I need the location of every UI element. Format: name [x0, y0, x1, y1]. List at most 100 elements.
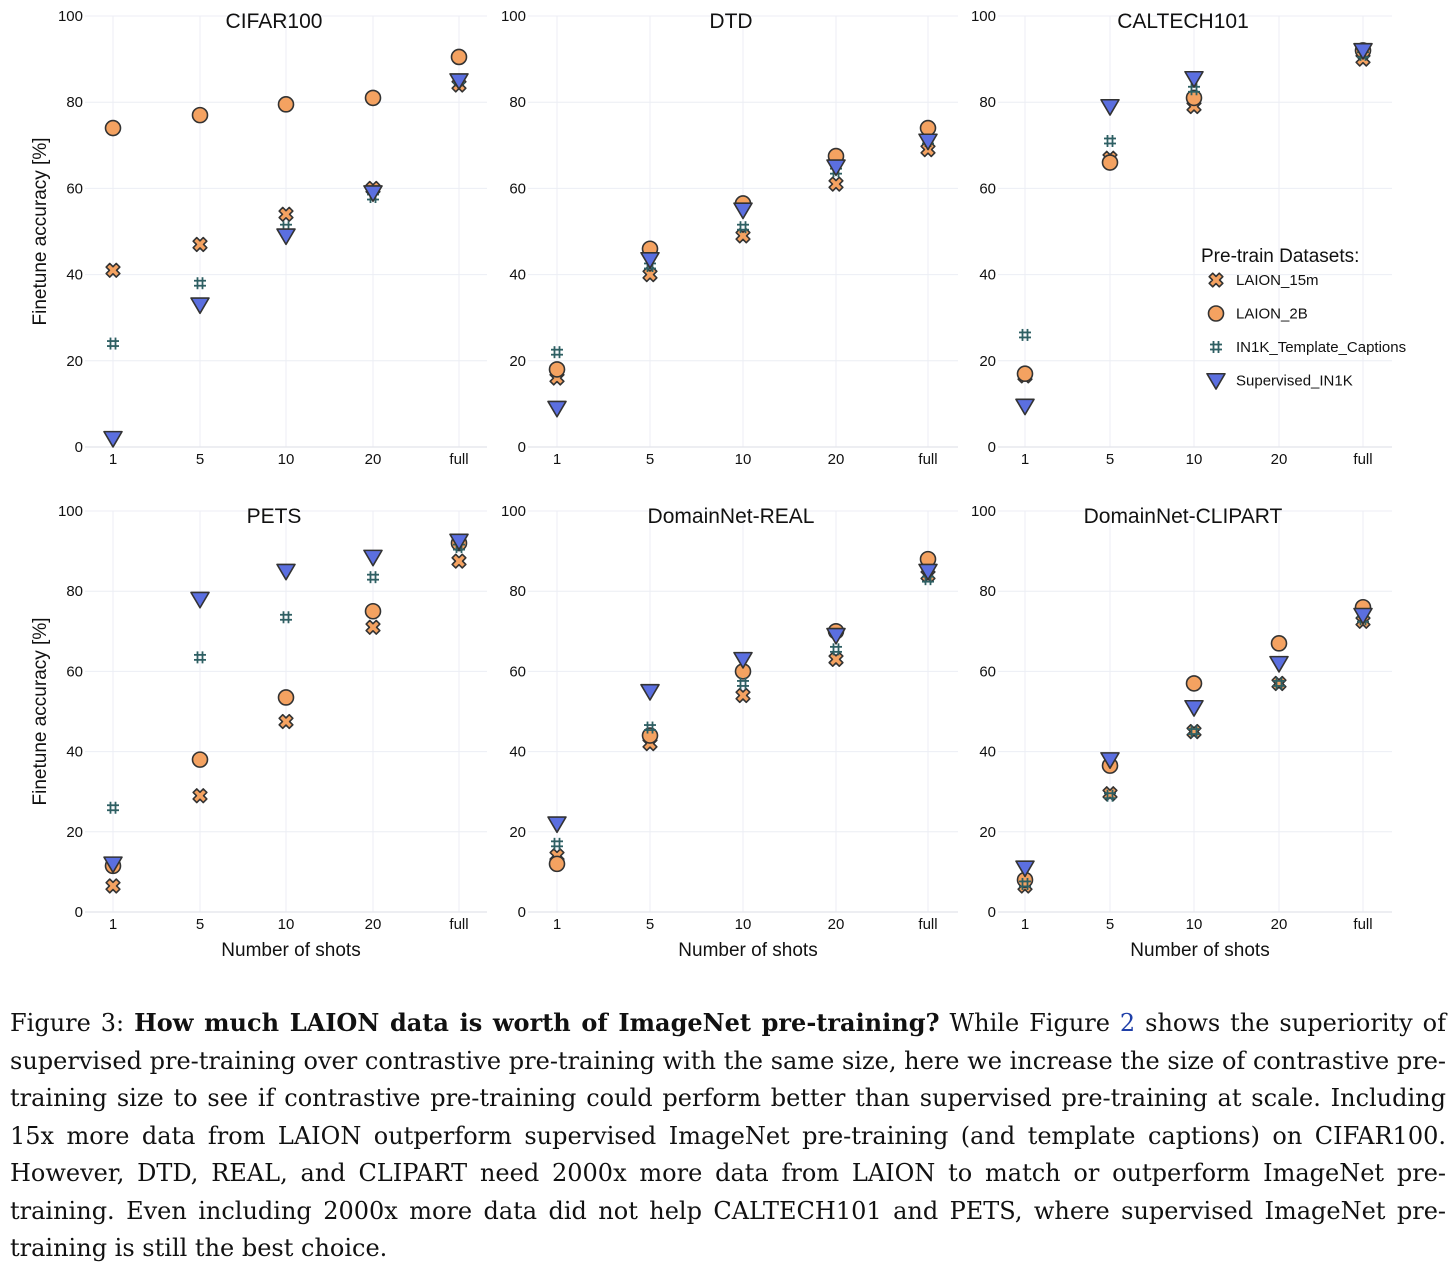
point-in1k-template-captions [551, 837, 563, 850]
x-tick-label: 10 [1186, 451, 1203, 468]
point-supervised-in1k [363, 185, 383, 203]
point-laion-2b [277, 689, 295, 706]
x-tick-label: 10 [735, 916, 752, 933]
point-laion-15m [192, 788, 208, 804]
point-laion-15m [828, 651, 844, 667]
x-tick-label: 20 [1271, 451, 1288, 468]
point-supervised-in1k [190, 297, 210, 315]
y-tick-label: 40 [979, 267, 996, 284]
panel-domainnet-real: 0 20 40 60 80 100 1 5 10 20 full DomainNet-REAL Numb… [501, 503, 958, 961]
legend-marker-laion-2b [1207, 305, 1225, 322]
legend-entry: LAION_2B [1207, 305, 1308, 323]
point-in1k-template-captions [194, 651, 206, 664]
panel-pets: 0 20 40 60 80 100 1 5 10 20 full PETS Finetune accur… [30, 503, 487, 961]
point-supervised-in1k [1353, 607, 1373, 625]
point-supervised-in1k [640, 251, 660, 269]
x-tick-label: 1 [553, 451, 561, 468]
point-in1k-template-captions [1104, 789, 1116, 802]
point-laion-2b [364, 602, 382, 620]
point-supervised-in1k [190, 591, 210, 609]
y-tick-label: 100 [971, 503, 996, 520]
x-tick-label: full [449, 451, 468, 468]
point-laion-2b [919, 119, 937, 137]
x-tick-label: 1 [1021, 451, 1029, 468]
panel-title: DomainNet-REAL [648, 505, 815, 528]
x-tick-label: 1 [109, 451, 117, 468]
point-laion-15m [735, 687, 751, 704]
legend-entry: Supervised_IN1K [1206, 372, 1353, 390]
point-laion-2b [548, 855, 566, 873]
caption-text-b: shows the superiority of supervised pre-… [10, 1009, 1447, 1262]
point-in1k-template-captions [1188, 725, 1200, 738]
point-supervised-in1k [449, 73, 469, 90]
point-laion-15m [1271, 675, 1287, 692]
point-supervised-in1k [918, 133, 938, 151]
x-tick-label: 1 [109, 916, 117, 933]
y-tick-label: 0 [988, 904, 996, 921]
legend-title: Pre-train Datasets: [1201, 246, 1359, 267]
y-tick-label: 100 [501, 8, 526, 25]
point-laion-15m [278, 713, 294, 730]
y-tick-label: 40 [979, 744, 996, 761]
data-points [103, 48, 469, 448]
x-tick-label: 5 [196, 451, 204, 468]
y-tick-label: 60 [509, 663, 526, 680]
caption-text-a: While Figure [939, 1009, 1120, 1037]
x-tick-label: 20 [365, 451, 382, 468]
point-supervised-in1k [103, 430, 123, 448]
y-tick-label: 80 [66, 94, 83, 111]
point-supervised-in1k [1015, 860, 1035, 878]
legend-marker-supervised-in1k [1206, 372, 1226, 390]
x-tick-label: full [1353, 916, 1372, 933]
point-supervised-in1k [276, 563, 296, 581]
point-laion-2b [641, 727, 659, 744]
y-tick-label: 20 [979, 824, 996, 841]
data-points [103, 533, 469, 894]
caption-figure-ref-link[interactable]: 2 [1119, 1009, 1136, 1037]
legend-marker-in1k-template-captions [1210, 341, 1222, 353]
point-laion-2b [450, 48, 468, 66]
panel-title: CIFAR100 [226, 10, 323, 33]
y-tick-label: 20 [979, 353, 996, 370]
legend-entry-label: LAION_2B [1236, 306, 1308, 323]
point-laion-15m [642, 266, 658, 283]
point-supervised-in1k [826, 159, 846, 177]
x-tick-label: 10 [278, 451, 295, 468]
point-in1k-template-captions [1019, 328, 1031, 341]
grid [998, 510, 1392, 913]
point-in1k-template-captions [1273, 677, 1285, 690]
figure-caption: Figure 3: How much LAION data is worth o… [10, 1004, 1446, 1268]
point-laion-15m [105, 262, 121, 278]
point-laion-2b [364, 89, 382, 107]
point-laion-2b [1185, 675, 1203, 692]
point-supervised-in1k [547, 816, 567, 834]
point-laion-15m [735, 228, 751, 244]
point-supervised-in1k [449, 533, 469, 551]
y-tick-label: 80 [979, 583, 996, 600]
point-laion-2b [1185, 89, 1203, 107]
point-supervised-in1k [1184, 70, 1204, 88]
point-laion-2b [548, 361, 566, 378]
legend-entry: IN1K_Template_Captions [1210, 339, 1406, 356]
point-supervised-in1k [547, 400, 567, 418]
y-tick-label: 60 [66, 663, 83, 680]
x-tick-label: 20 [1271, 916, 1288, 933]
y-tick-label: 80 [509, 94, 526, 111]
legend-entry-label: IN1K_Template_Captions [1236, 339, 1406, 356]
point-in1k-template-captions [280, 611, 292, 624]
x-axis-label: Number of shots [1130, 940, 1269, 961]
point-in1k-template-captions [737, 677, 749, 690]
x-tick-label: 20 [828, 916, 845, 933]
x-tick-label: full [918, 916, 937, 933]
y-tick-label: 0 [518, 904, 526, 921]
y-tick-label: 20 [66, 824, 83, 841]
point-laion-15m [365, 619, 381, 635]
caption-bold-title: How much LAION data is worth of ImageNet… [134, 1008, 940, 1037]
point-laion-15m [828, 176, 844, 192]
point-laion-15m [1186, 723, 1202, 740]
x-tick-label: full [1353, 451, 1372, 468]
x-axis-label: Number of shots [221, 940, 360, 961]
y-tick-label: 80 [66, 583, 83, 600]
x-axis-label: Number of shots [678, 940, 817, 961]
